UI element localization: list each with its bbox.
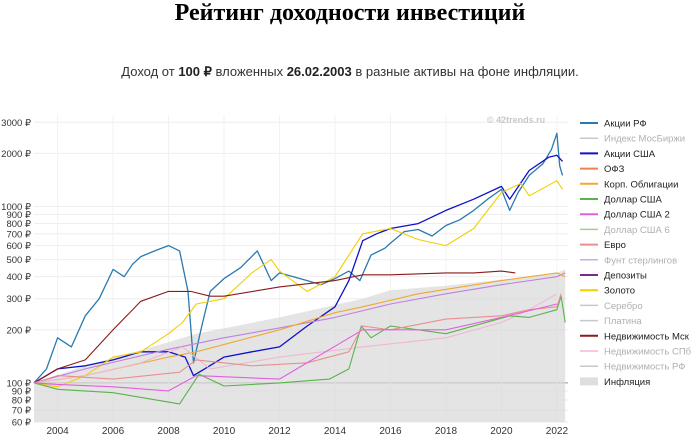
legend-label: Инфляция (604, 377, 650, 388)
subtitle-prefix: Доход от (121, 64, 179, 79)
legend-label: Акции РФ (604, 119, 647, 130)
legend-item[interactable]: Золото (580, 286, 635, 297)
legend-label: Недвижимость СПб (604, 347, 692, 358)
y-tick-label: 500 ₽ (6, 255, 31, 266)
legend-label: Индекс МосБиржи (604, 134, 685, 145)
legend-label: Недвижимость РФ (604, 362, 685, 373)
x-tick-label: 2004 (46, 426, 69, 437)
series-line (33, 293, 562, 384)
y-tick-label: 3000 ₽ (1, 118, 32, 129)
legend-item[interactable]: Евро (580, 240, 626, 251)
legend-item[interactable]: Инфляция (580, 377, 650, 388)
legend-label: Евро (604, 240, 626, 251)
series-line (33, 132, 564, 384)
legend-label: Депозиты (604, 271, 647, 282)
series-line (33, 154, 563, 384)
legend-label: Доллар США 2 (604, 210, 670, 221)
legend-swatch (580, 377, 598, 386)
legend-label: Золото (604, 286, 635, 297)
legend-item[interactable]: Корп. Облигации (580, 179, 678, 190)
x-tick-label: 2014 (324, 426, 347, 437)
x-tick-label: 2016 (379, 426, 402, 437)
legend-item[interactable]: Индекс МосБиржи (580, 134, 685, 145)
x-tick-label: 2020 (490, 426, 513, 437)
legend-label: Акции США (604, 149, 656, 160)
series-line (33, 295, 566, 405)
y-tick-label: 80 ₽ (12, 395, 32, 406)
y-tick-label: 700 ₽ (6, 229, 31, 240)
legend-item[interactable]: Доллар США 6 (580, 225, 670, 236)
legend-item[interactable]: Доллар США (580, 195, 662, 206)
legend-item[interactable]: ОФЗ (580, 164, 625, 175)
chart-subtitle: Доход от 100 ₽ вложенных 26.02.2003 в ра… (0, 64, 700, 80)
legend-label: Доллар США (604, 195, 662, 206)
y-tick-label: 70 ₽ (12, 406, 32, 417)
x-tick-label: 2008 (157, 426, 180, 437)
chart-title: Рейтинг доходности инвестиций (174, 0, 526, 26)
legend-item[interactable]: Недвижимость РФ (580, 362, 685, 373)
legend-item[interactable]: Серебро (580, 301, 643, 312)
legend-label: Недвижимость Мск (604, 331, 690, 342)
legend-item[interactable]: Платина (580, 316, 642, 327)
legend-item[interactable]: Доллар США 2 (580, 210, 670, 221)
series-line (33, 303, 558, 392)
x-tick-label: 2022 (546, 426, 569, 437)
legend-label: Платина (604, 316, 642, 327)
x-tick-label: 2006 (102, 426, 125, 437)
y-tick-label: 60 ₽ (12, 418, 32, 429)
x-tick-label: 2018 (435, 426, 458, 437)
series-line (33, 293, 558, 384)
y-tick-label: 800 ₽ (6, 219, 31, 230)
legend-item[interactable]: Недвижимость СПб (580, 347, 692, 358)
plot-area: 3000 ₽ 2000 ₽ 1000 ₽900 ₽800 ₽700 ₽600 ₽ 50… (1, 115, 568, 437)
series-line (33, 180, 563, 388)
watermark: © 42trends.ru (487, 115, 545, 125)
y-tick-label: 2000 ₽ (1, 149, 32, 160)
legend[interactable]: Акции РФ Индекс МосБиржи Акции США ОФЗ Корп.… (580, 119, 692, 388)
subtitle-suffix: в разные активы на фоне инфляции. (351, 64, 579, 79)
y-tick-label: 1000 ₽ (1, 202, 32, 213)
x-tick-label: 2010 (213, 426, 236, 437)
y-tick-label: 90 ₽ (12, 386, 32, 397)
y-tick-label: 400 ₽ (6, 272, 31, 283)
legend-label: Доллар США 6 (604, 225, 670, 236)
y-tick-label: 200 ₽ (6, 325, 31, 336)
legend-label: Серебро (604, 301, 643, 312)
legend-item[interactable]: Недвижимость Мск (580, 331, 690, 342)
series-line (33, 272, 566, 384)
y-tick-label: 300 ₽ (6, 294, 31, 305)
legend-item[interactable]: Фунт стерлингов (580, 255, 677, 266)
legend-label: ОФЗ (604, 164, 625, 175)
legend-label: Корп. Облигации (604, 179, 678, 190)
y-tick-label: 600 ₽ (6, 241, 31, 252)
y-tick-label: 900 ₽ (6, 210, 31, 221)
legend-item[interactable]: Акции США (580, 149, 656, 160)
x-tick-label: 2012 (268, 426, 291, 437)
series-line (33, 270, 516, 384)
legend-label: Фунт стерлингов (604, 255, 677, 266)
subtitle-date: 26.02.2003 (286, 64, 352, 79)
series-area-inflation (34, 269, 566, 422)
y-tick-label: 100 ₽ (6, 378, 31, 389)
subtitle-amount: 100 ₽ (178, 64, 212, 79)
legend-item[interactable]: Депозиты (580, 271, 647, 282)
subtitle-mid: вложенных (211, 64, 287, 79)
legend-item[interactable]: Акции РФ (580, 119, 647, 130)
